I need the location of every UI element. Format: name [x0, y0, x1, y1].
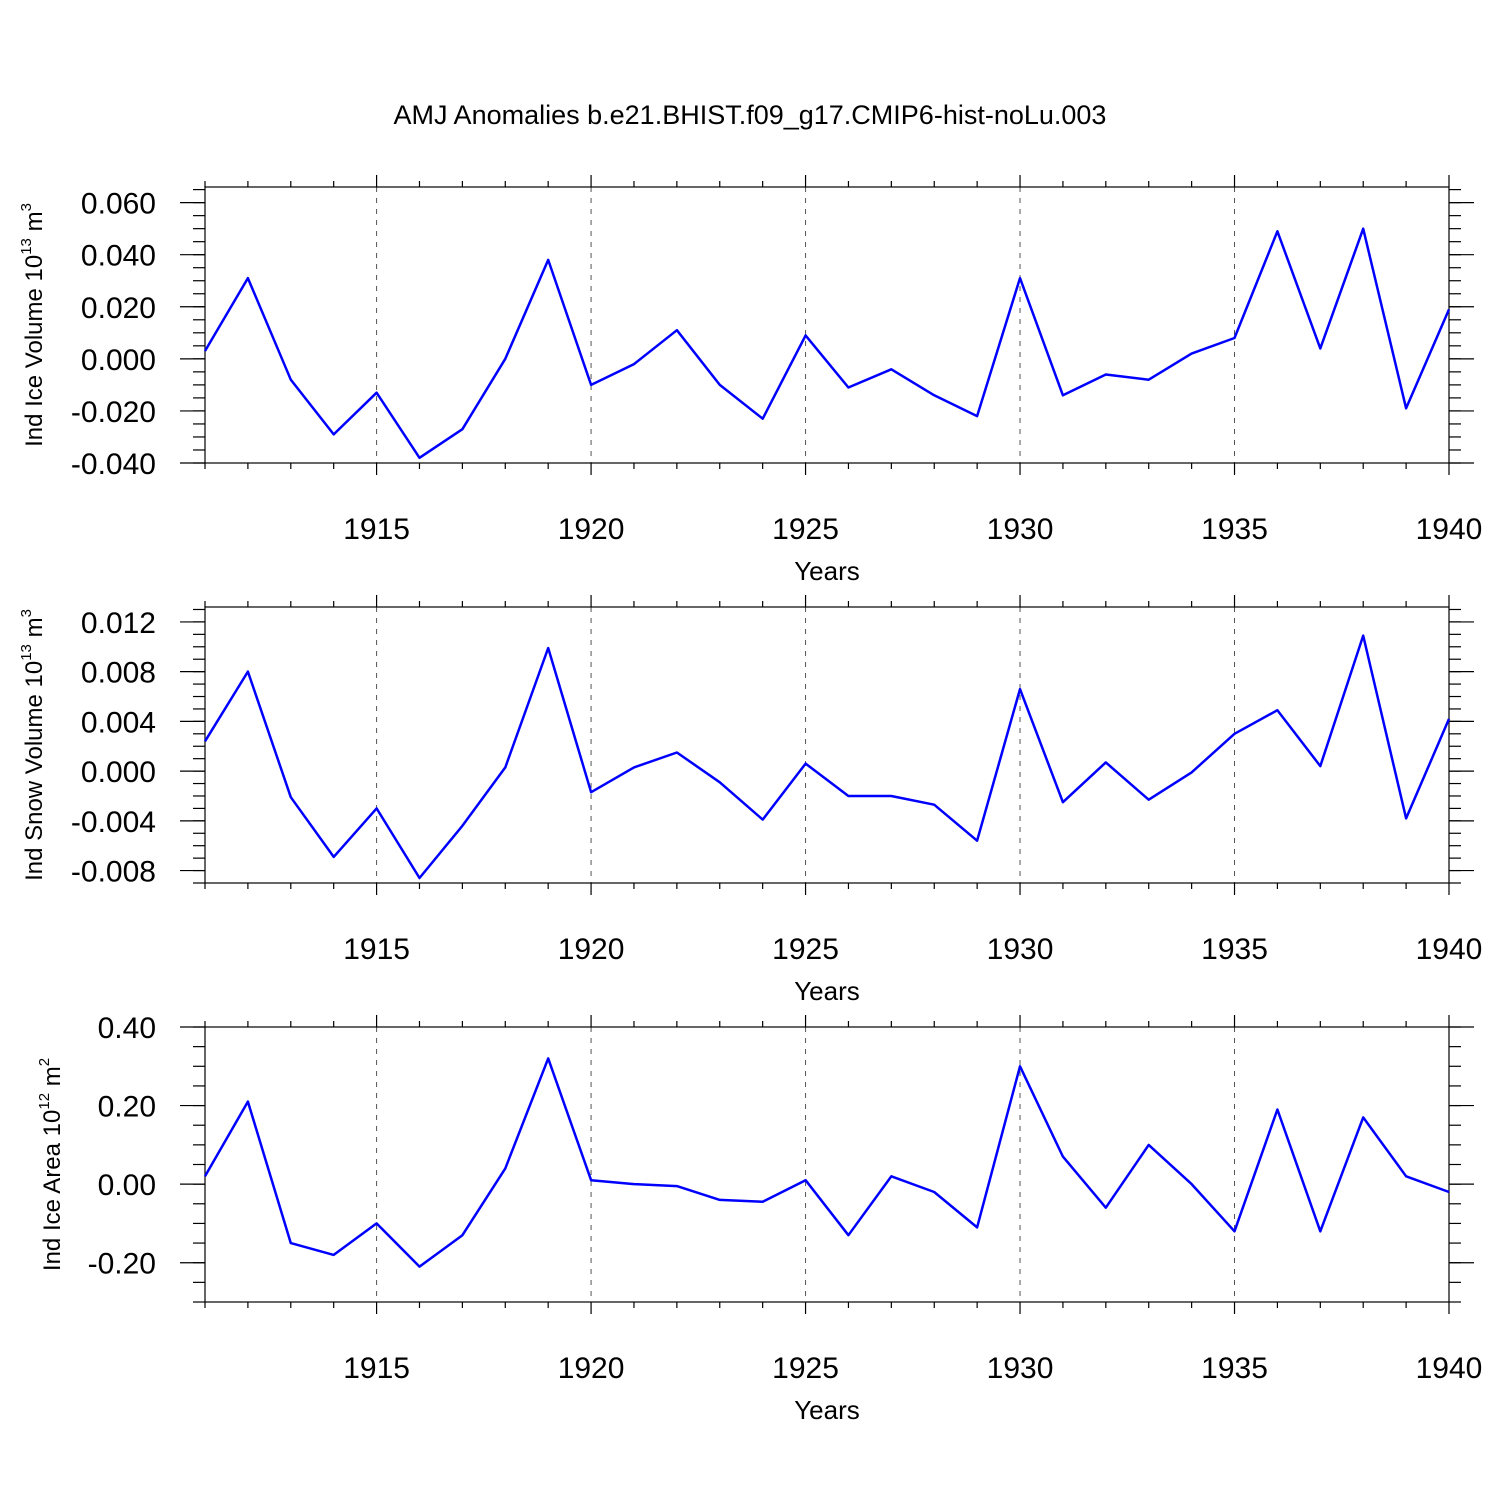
- snow-volume-ylabel-superscript: 3: [18, 609, 35, 617]
- snow-volume-ylabel-text: Ind Snow Volume 10: [21, 661, 48, 881]
- snow-volume-ylabel-text: m: [21, 617, 48, 644]
- ice-volume-ylabel-text: Ind Ice Volume 10: [21, 255, 48, 447]
- ice-area-frame: [204, 1026, 1450, 1303]
- panel-ice-area: -0.20 0.00 0.20 0.40 1915 1920 1925 1930 1935 194…: [36, 1012, 1482, 1425]
- ice-area-ytick-label: 0.00: [98, 1169, 156, 1202]
- ice-volume-ylabel-text: m: [21, 211, 48, 238]
- snow-volume-ytick-label: 0.004: [81, 706, 156, 739]
- ice-area-ylabel-superscript: 2: [36, 1058, 53, 1066]
- ice-area-xtick-label: 1920: [558, 1352, 625, 1385]
- snow-volume-xtick-label: 1940: [1416, 933, 1483, 966]
- ice-area-xlabel: Years: [794, 1395, 860, 1425]
- snow-volume-ylabel-superscript: 13: [18, 644, 35, 661]
- snow-volume-xtick-label: 1915: [343, 933, 410, 966]
- snow-volume-xtick-label: 1935: [1201, 933, 1268, 966]
- ice-volume-xtick-label: 1920: [558, 513, 625, 546]
- panel-snow-volume: -0.008 -0.004 0.000 0.004 0.008 0.012 1915 1920…: [18, 595, 1482, 1006]
- snow-volume-ytick-label: 0.008: [81, 657, 156, 690]
- ice-area-ylabel: Ind Ice Area 1012 m2: [36, 1058, 66, 1271]
- ice-area-xtick-label: 1940: [1416, 1352, 1483, 1385]
- figure-title: AMJ Anomalies b.e21.BHIST.f09_g17.CMIP6-…: [394, 100, 1107, 130]
- ice-area-series-line: [203, 1057, 1450, 1268]
- snow-volume-xtick-label: 1930: [987, 933, 1054, 966]
- ice-area-ytick-label: -0.20: [88, 1248, 156, 1281]
- ice-volume-xtick-label: 1935: [1201, 513, 1268, 546]
- snow-volume-xlabel: Years: [794, 976, 860, 1006]
- ice-volume-ylabel-superscript: 3: [18, 203, 35, 211]
- ice-volume-ytick-label: 0.040: [81, 240, 156, 273]
- snow-volume-ytick-label: 0.000: [81, 756, 156, 789]
- ice-area-xtick-label: 1935: [1201, 1352, 1268, 1385]
- snow-volume-ytick-label: -0.004: [71, 806, 156, 839]
- ice-area-xtick-label: 1930: [987, 1352, 1054, 1385]
- ice-area-xtick-label: 1915: [343, 1352, 410, 1385]
- ice-volume-ytick-label: 0.020: [81, 292, 156, 325]
- ice-volume-ytick-label: -0.020: [71, 396, 156, 429]
- ice-volume-frame: [204, 186, 1450, 464]
- ice-volume-ytick-label: -0.040: [71, 448, 156, 481]
- ice-area-ylabel-superscript: 12: [36, 1093, 53, 1110]
- ice-volume-series-line: [203, 227, 1451, 460]
- ice-volume-xtick-label: 1930: [987, 513, 1054, 546]
- ice-volume-ytick-label: 0.060: [81, 188, 156, 221]
- panel-ice-volume: -0.040 -0.020 0.000 0.020 0.040 0.060 1915 1920…: [18, 175, 1482, 586]
- snow-volume-xtick-label: 1925: [772, 933, 839, 966]
- ice-volume-ytick-label: 0.000: [81, 344, 156, 377]
- ice-area-ylabel-text: Ind Ice Area 10: [39, 1110, 66, 1271]
- ice-area-ytick-label: 0.20: [98, 1091, 156, 1124]
- ice-volume-xtick-label: 1925: [772, 513, 839, 546]
- ice-area-ytick-label: 0.40: [98, 1012, 156, 1045]
- snow-volume-xtick-label: 1920: [558, 933, 625, 966]
- snow-volume-ylabel: Ind Snow Volume 1013 m3: [18, 609, 48, 881]
- snow-volume-frame: [204, 606, 1450, 884]
- snow-volume-ytick-label: 0.012: [81, 607, 156, 640]
- ice-volume-xlabel: Years: [794, 556, 860, 586]
- snow-volume-ytick-label: -0.008: [71, 856, 156, 889]
- ice-volume-ylabel: Ind Ice Volume 1013 m3: [18, 203, 48, 447]
- ice-volume-ylabel-superscript: 13: [18, 238, 35, 255]
- ice-area-ylabel-text: m: [39, 1066, 66, 1093]
- ice-volume-xtick-label: 1915: [343, 513, 410, 546]
- ice-volume-xtick-label: 1940: [1416, 513, 1483, 546]
- snow-volume-series-line: [203, 634, 1451, 880]
- ice-area-xtick-label: 1925: [772, 1352, 839, 1385]
